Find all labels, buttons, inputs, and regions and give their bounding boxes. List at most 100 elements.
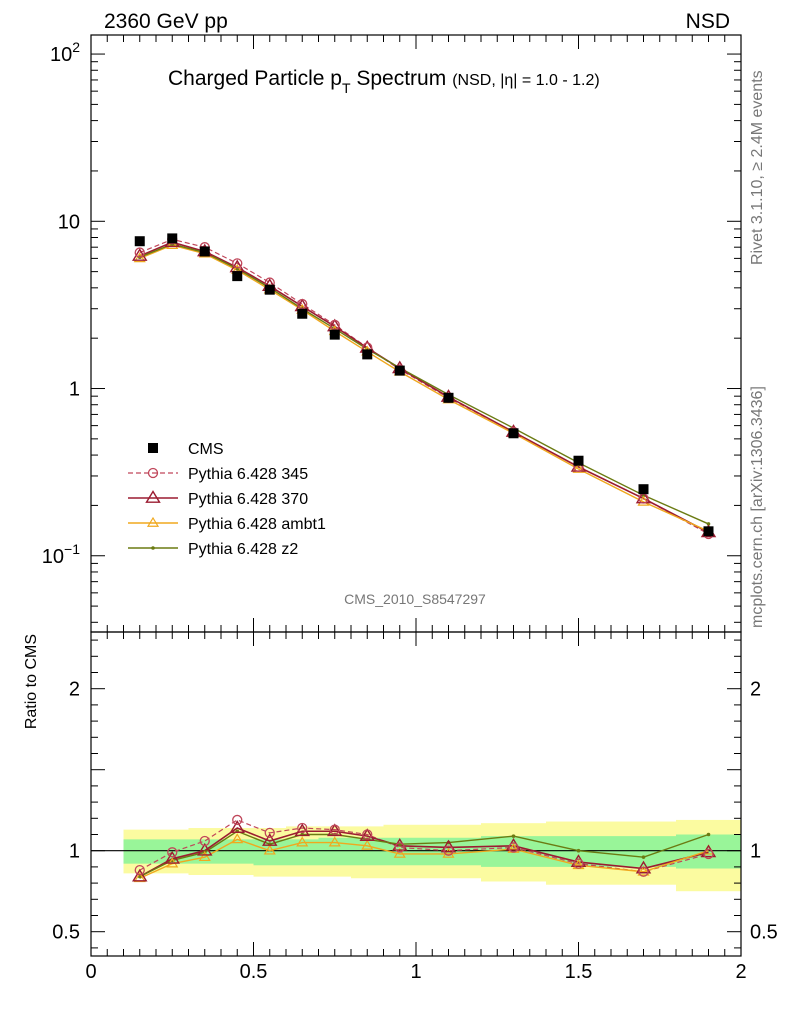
p345-point [508,842,519,853]
p345-point [134,247,145,258]
cms-point [443,392,454,403]
cms-point [703,526,714,537]
uncertainty-band-inner [351,837,384,866]
p345-point [329,319,340,331]
header-energy: 2360 GeV pp [104,10,228,33]
uncertainty-band-inner [286,839,319,866]
p370-point [145,490,161,503]
cms-point [573,455,584,466]
p370-ratio-line [139,827,709,878]
p370-point [132,248,148,261]
p345-point [638,866,649,877]
uncertainty-band-inner [123,839,156,864]
cms-point [199,246,210,257]
mcplots-label: mcplots.cern.ch [arXiv:1306.3436] [749,386,766,628]
ambt1-point [393,847,406,858]
p370-line [139,241,709,534]
ratio-ylabel: Ratio to CMS [23,634,40,729]
p370-point [440,839,457,853]
p370-point [262,833,278,846]
p370-point [359,828,375,842]
p345-point [199,835,210,847]
ambt1-point [328,836,341,847]
p345-point [329,824,340,835]
ambt1-point [361,839,374,850]
x-tick-label: 0 [85,961,96,983]
p345-point [443,845,454,856]
cms-point [394,365,405,376]
ambt1-point [263,844,276,855]
p345-point [362,829,373,840]
cms-point [264,284,275,295]
p345-line [139,238,709,535]
uncertainty-band-inner [676,834,741,869]
cms-point [329,329,340,340]
x-tick-label: 1.5 [565,961,593,983]
z2-point [641,855,646,859]
ratio-y-tick-label: 2 [69,679,80,701]
p345-point [703,848,714,860]
ratio-y-tick-label: 1 [69,841,80,863]
x-tick-label: 0.5 [240,961,268,983]
chart-title: Charged Particle pT Spectrum (NSD, |η| = … [168,67,600,96]
ratio-y-tick-label: 0.5 [52,922,80,944]
cms-point [134,236,145,247]
x-tick-label: 1 [410,961,421,983]
z2-point [706,522,711,526]
ambt1-point [133,252,146,263]
y-tick-label: 10 [58,211,80,233]
analysis-watermark: CMS_2010_S8547297 [344,591,486,607]
cms-point [297,308,308,319]
p370-point [164,850,180,864]
p345-point [167,847,178,858]
p370-point [294,823,310,837]
main-panel [132,233,717,540]
legend-label-cms: CMS [188,441,224,458]
z2-point [511,834,516,838]
z2-point [706,832,711,837]
ambt1-point [146,516,160,527]
p345-point [297,298,308,310]
z2-point [151,546,155,550]
ratio-y-tick-label-right: 2 [750,679,761,701]
ratio-y-tick-label-right: 1 [750,841,761,863]
cms-point [148,443,158,453]
ambt1-line [139,244,709,532]
cms-point [232,271,243,282]
ambt1-point [166,238,179,249]
ratio-y-tick-label-right: 0.5 [750,922,778,944]
ambt1-point [442,847,455,858]
z2-ratio-line [139,830,709,878]
ambt1-point [637,495,650,506]
cms-point [508,428,519,439]
uncertainty-band-inner [318,837,351,866]
cms-point [167,233,178,244]
p345-point [394,842,405,853]
ambt1-point [572,462,585,473]
ratio-frame [90,631,742,957]
y-tick-label: 10−1 [42,541,80,568]
legend: CMS Pythia 6.428 345 Pythia 6.428 370 Pythi… [128,441,326,558]
p345-point [232,258,243,269]
ambt1-point [231,833,244,844]
p370-point [327,823,343,837]
legend-label-ambt1: Pythia 6.428 ambt1 [188,516,326,533]
p370-point [229,820,245,833]
x-tick-label: 2 [735,961,746,983]
ambt1-point [198,851,211,862]
y-tick-label: 102 [50,39,80,66]
ratio-panel [91,814,741,892]
p345-ratio-line [139,819,709,873]
y-tick-label: 1 [69,379,80,401]
ambt1-point [637,865,650,876]
cms-point [362,349,373,360]
cms-point [638,484,649,495]
header-process: NSD [686,10,730,33]
p370-point [132,868,148,882]
legend-label-p345: Pythia 6.428 345 [188,466,308,483]
legend-label-p370: Pythia 6.428 370 [188,491,308,508]
p345-point [573,858,584,869]
p345-point [297,822,308,834]
legend-label-z2: Pythia 6.428 z2 [188,541,298,558]
